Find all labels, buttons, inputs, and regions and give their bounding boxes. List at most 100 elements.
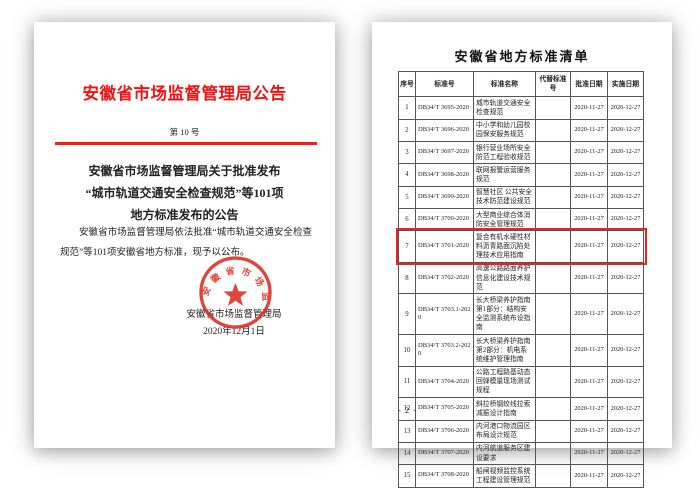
- cell-implementation-date: 2020-12-27: [607, 464, 644, 488]
- cell-replaced-no: [535, 163, 571, 187]
- cell-approval-date: 2020-11-27: [570, 397, 608, 421]
- cell-approval-date: 2020-11-27: [570, 163, 608, 187]
- cell-standard-name: 高速公路路面养护信息化建设技术规范: [473, 261, 536, 295]
- announcement-heading: 安徽省市场监督管理局关于批准发布 “城市轨道交通安全检查规范”等101项 地方标…: [34, 160, 335, 227]
- cell-index: 2: [398, 118, 416, 143]
- col-header-implementation-date: 实施日期: [607, 70, 644, 98]
- cell-approval-date: 2020-11-27: [570, 118, 608, 143]
- cell-index: 10: [398, 334, 416, 367]
- heading-line-3: 地方标准发布的公告: [130, 208, 239, 223]
- col-header-replaced-no: 代替标准号: [535, 70, 571, 98]
- table-row: 9 DB34/T 3703.1-2020 长大桥梁养护指南 第1部分：结构安全监…: [398, 293, 644, 336]
- table-row: 13 DB34/T 3706-2020 内河港口物流园区布局设计规范 2020-…: [398, 419, 644, 443]
- cell-approval-date: 2020-11-27: [570, 419, 608, 443]
- table-row: 4 DB34/T 3698-2020 联网报警运营服务规范 2020-11-27…: [398, 163, 644, 187]
- cell-standard-no: DB34/T 3705-2020: [415, 397, 474, 421]
- cell-approval-date: 2020-11-27: [570, 230, 608, 263]
- cell-implementation-date: 2020-12-27: [607, 293, 644, 336]
- table-row-highlighted: 7 DB34/T 3701-2020 复合有机水硬性材料沥青路面沉陷处理技术应用…: [395, 227, 647, 266]
- cell-standard-no: DB34/T 3704-2020: [415, 365, 474, 399]
- cell-replaced-no: [535, 230, 571, 263]
- standards-table: 序号 标准号 标准名称 代替标准号 批准日期 实施日期 1 DB34/T 369…: [395, 70, 647, 488]
- cell-index: 3: [398, 141, 416, 165]
- standards-list-page: 安徽省地方标准清单 序号 标准号 标准名称 代替标准号 批准日期 实施日期 1 …: [372, 22, 672, 488]
- cell-index: 14: [398, 441, 416, 466]
- page-number: - 2 -: [398, 405, 418, 415]
- cell-index: 5: [398, 185, 416, 210]
- col-header-approval-date: 批准日期: [570, 70, 608, 98]
- cell-replaced-no: [535, 96, 571, 120]
- cell-index: 1: [398, 96, 416, 120]
- cell-replaced-no: [535, 185, 571, 210]
- cell-implementation-date: 2020-12-27: [607, 96, 644, 120]
- cell-approval-date: 2020-11-27: [570, 464, 608, 488]
- cell-approval-date: 2020-11-27: [570, 185, 608, 210]
- cell-replaced-no: [535, 397, 571, 421]
- cell-standard-no: DB34/T 3702-2020: [415, 261, 474, 295]
- red-divider-line: [55, 142, 317, 145]
- cell-replaced-no: [535, 261, 571, 295]
- cell-index: 6: [398, 208, 416, 232]
- announcement-body: 安徽省市场监督管理局依法批准“城市轨道交通安全检查规范”等101项安徽省地方标准…: [60, 228, 312, 259]
- seal-star: [223, 282, 248, 306]
- cell-standard-no: DB34/T 3708-2020: [415, 464, 474, 488]
- cell-implementation-date: 2020-12-27: [607, 365, 644, 399]
- cell-implementation-date: 2020-12-27: [607, 419, 644, 443]
- cell-approval-date: 2020-11-27: [570, 293, 608, 336]
- cell-standard-name: 公路工程路基动态回弹模量现场测试规程: [473, 365, 536, 399]
- cell-standard-no: DB34/T 3706-2020: [415, 419, 474, 443]
- cell-implementation-date: 2020-12-27: [607, 230, 644, 263]
- cell-approval-date: 2020-11-27: [570, 365, 608, 399]
- cell-approval-date: 2020-11-27: [570, 261, 608, 295]
- cell-replaced-no: [535, 118, 571, 143]
- signature-date: 2020年12月1日: [203, 327, 265, 337]
- cell-implementation-date: 2020-12-27: [607, 441, 644, 466]
- table-row: 12 DB34/T 3705-2020 斜拉桥钢绞线拉索减振设计指南 2020-…: [398, 397, 644, 421]
- table-row: 14 DB34/T 3707-2020 内河航道服务区建设要求 2020-11-…: [398, 441, 644, 466]
- cell-standard-no: DB34/T 3707-2020: [415, 441, 474, 466]
- cell-standard-name: 复合有机水硬性材料沥青路面沉陷处理技术应用指南: [473, 230, 536, 263]
- cell-standard-name: 联网报警运营服务规范: [473, 163, 536, 187]
- table-row: 2 DB34/T 3696-2020 中小学和幼儿园校园保安服务规范 2020-…: [398, 118, 644, 143]
- table-row: 1 DB34/T 3695-2020 城市轨道交通安全检查规范 2020-11-…: [398, 96, 644, 120]
- table-row: 3 DB34/T 3697-2020 银行营业场所安全防范工程验收规范 2020…: [398, 141, 644, 165]
- cell-replaced-no: [535, 419, 571, 443]
- cell-approval-date: 2020-11-27: [570, 441, 608, 466]
- cell-index: 11: [398, 365, 416, 399]
- document-number: 第 10 号: [169, 127, 200, 137]
- cell-replaced-no: [535, 208, 571, 232]
- cell-standard-name: 大型商业综合体消防安全管理规范: [473, 208, 536, 232]
- cell-implementation-date: 2020-12-27: [607, 208, 644, 232]
- cell-implementation-date: 2020-12-27: [607, 141, 644, 165]
- col-header-index: 序号: [398, 70, 416, 98]
- table-row: 15 DB34/T 3708-2020 船闸视频监控系统工程建设管理规范 202…: [398, 464, 644, 488]
- cell-implementation-date: 2020-12-27: [607, 334, 644, 367]
- cell-standard-name: 长大桥梁养护指南 第1部分：结构安全监测系统布设指南: [473, 293, 536, 336]
- cell-standard-name: 城市轨道交通安全检查规范: [473, 96, 536, 120]
- cell-standard-name: 中小学和幼儿园校园保安服务规范: [473, 118, 536, 143]
- seal-ring: [199, 256, 272, 329]
- cell-approval-date: 2020-11-27: [570, 208, 608, 232]
- cell-replaced-no: [535, 464, 571, 488]
- cell-index: 9: [398, 293, 416, 336]
- cell-standard-name: 内河港口物流园区布局设计规范: [473, 419, 536, 443]
- official-seal: 安徽省市场监督管理局: [198, 255, 272, 329]
- heading-line-2: “城市轨道交通安全检查规范”等101项: [85, 186, 284, 201]
- cell-approval-date: 2020-11-27: [570, 141, 608, 165]
- cell-standard-no: DB34/T 3697-2020: [415, 141, 474, 165]
- cell-replaced-no: [535, 141, 571, 165]
- cell-implementation-date: 2020-12-27: [607, 261, 644, 295]
- cell-approval-date: 2020-11-27: [570, 334, 608, 367]
- table-row: 10 DB34/T 3703.2-2020 长大桥梁养护指南 第2部分：机电系统…: [398, 334, 644, 367]
- cell-index: 15: [398, 464, 416, 488]
- cell-standard-no: DB34/T 3703.2-2020: [415, 334, 474, 367]
- cell-implementation-date: 2020-12-27: [607, 118, 644, 143]
- announcement-title: 安徽省市场监督管理局公告: [82, 84, 287, 103]
- cell-index: 7: [398, 230, 416, 263]
- heading-line-1: 安徽省市场监督管理局关于批准发布: [88, 164, 281, 178]
- cell-replaced-no: [535, 334, 571, 367]
- cell-standard-no: DB34/T 3695-2020: [415, 96, 474, 120]
- cell-index: 4: [398, 163, 416, 187]
- col-header-standard-name: 标准名称: [473, 70, 536, 98]
- table-row: 11 DB34/T 3704-2020 公路工程路基动态回弹模量现场测试规程 2…: [398, 365, 644, 399]
